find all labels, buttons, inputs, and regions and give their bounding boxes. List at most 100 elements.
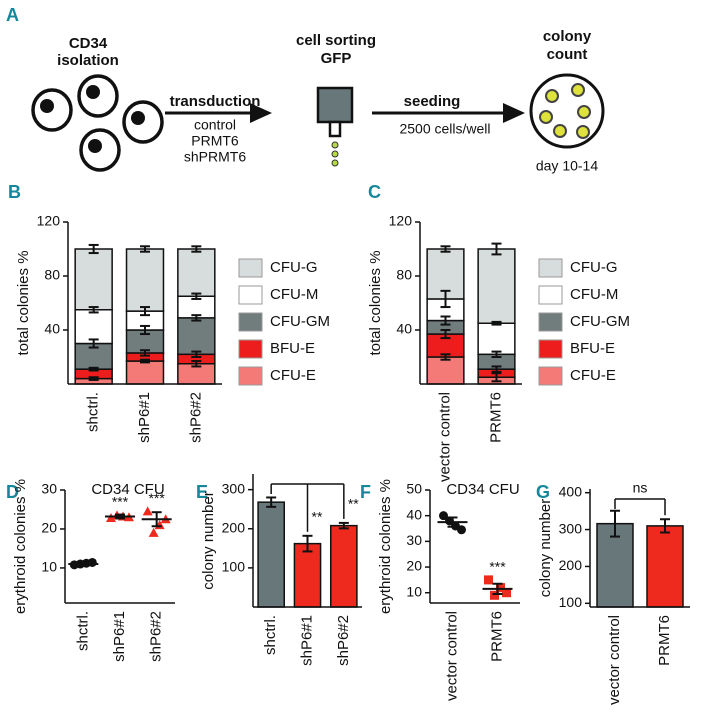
y-axis-label: erythroid colonies % [377, 479, 394, 614]
chart-title: CD34 CFU [446, 481, 519, 498]
significance: ** [312, 509, 323, 525]
legend-label: CFU-E [570, 367, 616, 384]
significance: *** [489, 559, 506, 575]
panel-letter: E [196, 482, 208, 502]
bar [293, 542, 322, 608]
panel-letter: F [360, 482, 371, 502]
significance: ** [348, 496, 359, 512]
point [496, 583, 505, 593]
bar-segment [426, 356, 465, 385]
x-tick-label: shP6#1 [111, 611, 128, 662]
x-tick-label: vector control [606, 615, 623, 705]
legend-label: CFU-GM [270, 313, 330, 330]
legend-label: BFU-E [570, 340, 615, 357]
legend-swatch [538, 312, 563, 332]
dish [529, 73, 605, 149]
x-tick-label: shP6#1 [136, 392, 153, 443]
sorter [316, 86, 354, 124]
legend-label: CFU-GM [570, 313, 630, 330]
y-tick-label: 100 [559, 594, 583, 610]
y-tick-label: 300 [222, 480, 246, 496]
panel-letter: A [6, 5, 19, 25]
x-tick-label: shctrl. [74, 611, 91, 651]
x-tick-label: vector control [436, 392, 453, 482]
point [439, 511, 448, 521]
bar-segment [125, 248, 165, 312]
y-tick-label: 10 [41, 559, 57, 575]
y-axis-label: colony number [537, 499, 554, 597]
bar-segment [477, 322, 516, 356]
x-tick-label: shctrl. [85, 392, 102, 432]
legend-swatch [238, 339, 263, 359]
diagram: A CD34 isolation transduction control PR… [6, 5, 605, 174]
y-tick-label: 400 [559, 483, 583, 499]
legend-swatch [538, 366, 563, 386]
chart-title: CD34 CFU [91, 481, 164, 498]
legend-label: CFU-G [570, 259, 618, 276]
y-tick-label: 200 [559, 557, 583, 573]
legend-swatch [538, 258, 563, 278]
y-tick-label: 40 [406, 506, 422, 522]
significance: *** [148, 490, 165, 506]
point [142, 506, 153, 516]
legend-swatch [238, 366, 263, 386]
step-label: count [547, 46, 588, 63]
x-tick-label: PRMT6 [487, 392, 504, 443]
step-label: seeding [404, 93, 461, 110]
condition: control [194, 117, 236, 133]
point [502, 588, 511, 598]
legend-label: BFU-E [270, 340, 315, 357]
y-tick-label: 80 [44, 267, 60, 283]
x-tick-label: shP6#1 [298, 615, 315, 666]
x-tick-label: shctrl. [262, 615, 279, 655]
point [490, 590, 499, 600]
legend-swatch [238, 312, 263, 332]
point [106, 513, 116, 523]
point [148, 527, 159, 537]
nuclei [40, 85, 145, 153]
bar-segment [74, 309, 113, 345]
bar-segment [74, 248, 113, 311]
y-tick-label: 80 [396, 267, 412, 283]
arrow-head [250, 103, 272, 123]
bar [257, 501, 285, 608]
arrow-head [503, 103, 525, 123]
y-tick-label: 30 [406, 532, 422, 548]
condition: PRMT6 [191, 133, 239, 149]
bar [330, 524, 358, 608]
bar-segment [125, 360, 165, 385]
legend-label: CFU-G [270, 259, 318, 276]
y-axis-label: erythroid colonies % [12, 479, 29, 614]
y-axis-label: colony number [200, 491, 217, 589]
bar-segment [177, 317, 216, 356]
condition: shPRMT6 [184, 149, 246, 165]
panel-letter: C [368, 182, 381, 202]
bar-segment [177, 248, 216, 297]
step-label: isolation [57, 52, 119, 69]
step-label: colony [543, 28, 592, 45]
droplets [331, 141, 339, 167]
x-tick-label: shP6#2 [148, 611, 165, 662]
point [87, 557, 97, 567]
y-tick-label: 30 [41, 481, 57, 497]
step-label: CD34 [69, 35, 108, 52]
y-tick-label: 50 [406, 481, 422, 497]
point [484, 575, 493, 585]
panel-letter: G [536, 482, 550, 502]
y-tick-label: 40 [396, 321, 412, 337]
y-tick-label: 200 [222, 519, 246, 535]
significance: *** [112, 493, 129, 509]
y-tick-label: 120 [37, 213, 61, 229]
legend-swatch [238, 285, 263, 305]
y-axis-label: total colonies % [367, 250, 384, 355]
nozzle [328, 120, 342, 138]
y-tick-label: 40 [44, 321, 60, 337]
legend-swatch [538, 285, 563, 305]
legend-swatch [238, 258, 263, 278]
step-detail: 2500 cells/well [399, 121, 490, 137]
step-label: cell sorting [296, 32, 376, 49]
x-tick-label: vector control [443, 611, 460, 701]
y-axis-label: total colonies % [15, 250, 32, 355]
